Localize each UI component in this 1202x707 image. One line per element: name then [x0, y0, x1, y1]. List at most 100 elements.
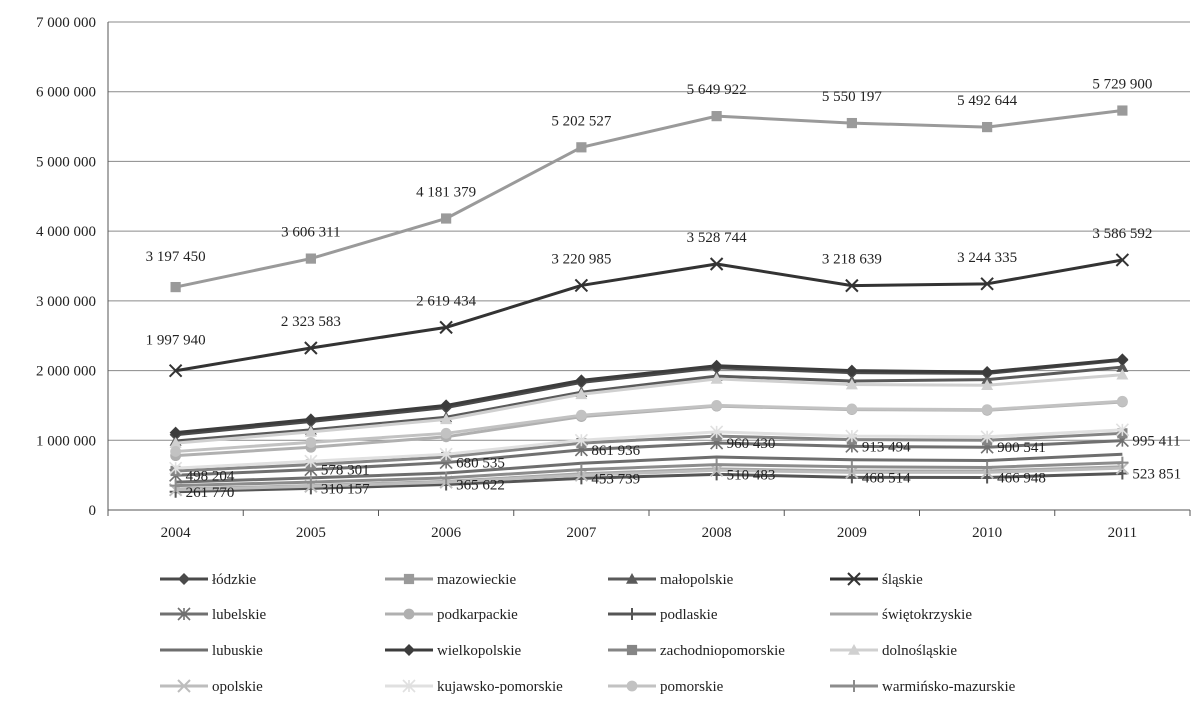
data-point [845, 364, 858, 377]
data-point [1116, 368, 1129, 380]
data-point [575, 374, 588, 387]
data-point [440, 471, 453, 484]
data-point [982, 121, 993, 133]
x-tick-label: 2009 [837, 525, 867, 541]
series-wielkopolskie [169, 353, 1129, 439]
data-point [1116, 361, 1129, 372]
legend-label: wielkopolskie [437, 643, 521, 659]
legend-label: mazowieckie [437, 572, 516, 588]
series-mazowieckie [170, 105, 1128, 293]
y-tick-label: 6 000 000 [36, 85, 96, 101]
legend-marker [847, 572, 861, 586]
data-point [845, 460, 858, 473]
data-point [711, 111, 722, 122]
y-tick-label: 1 000 000 [36, 433, 96, 449]
legend-item: kujawsko-pomorskie [385, 679, 563, 695]
series-dolnośląskie [169, 368, 1129, 448]
data-point [981, 379, 994, 391]
data-point [710, 359, 723, 372]
data-label: 510 483 [727, 467, 776, 483]
data-label: 310 157 [321, 481, 370, 497]
series-line [175, 399, 1123, 453]
series-śląskie [168, 253, 1130, 378]
legend-marker [626, 644, 638, 656]
legend-item: opolskie [160, 679, 263, 695]
legend-label: podkarpackie [437, 607, 518, 623]
data-label: 3 606 311 [281, 225, 340, 241]
series-line [175, 461, 1123, 488]
data-label: 3 244 335 [957, 250, 1017, 266]
data-label: 2 323 583 [281, 314, 341, 330]
series-lines [168, 105, 1130, 498]
data-label: 861 936 [591, 443, 640, 459]
legend-label: zachodniopomorskie [660, 643, 785, 659]
legend-marker [403, 644, 415, 656]
data-label: 523 851 [1132, 466, 1181, 482]
data-point [710, 425, 724, 439]
y-tick-label: 2 000 000 [36, 364, 96, 380]
legend-item: mazowieckie [385, 572, 516, 588]
legend-marker [626, 680, 638, 692]
legend-marker [403, 573, 415, 585]
legend-item: dolnośląskie [830, 643, 957, 659]
data-point [305, 436, 317, 448]
series-kujawsko-pomorskie [169, 423, 1129, 475]
data-point [575, 409, 587, 421]
data-label: 365 622 [456, 478, 505, 494]
data-label: 261 770 [186, 485, 235, 501]
data-label: 5 202 527 [551, 113, 612, 129]
data-point [574, 278, 589, 293]
y-tick-label: 5 000 000 [36, 154, 96, 170]
data-point [441, 213, 452, 224]
data-point [981, 404, 993, 416]
data-point [575, 388, 588, 400]
data-point [574, 433, 588, 447]
legend-marker [848, 644, 860, 655]
legend-item: wielkopolskie [385, 643, 521, 659]
legend-item: śląskie [830, 572, 923, 588]
data-point [169, 426, 182, 439]
data-point [1115, 253, 1130, 267]
legend-label: łódzkie [212, 572, 256, 588]
data-point [845, 278, 859, 293]
data-point [170, 281, 181, 293]
x-tick-label: 2006 [431, 525, 462, 541]
legend: łódzkie mazowieckie małopolskie śląskie lube… [160, 572, 1016, 695]
series-lubuskie [175, 452, 1123, 484]
legend-label: lubuskie [212, 643, 263, 659]
legend-item: świętokrzyskie [830, 607, 972, 623]
data-label: 680 535 [456, 456, 505, 472]
legend-marker [177, 607, 191, 621]
x-tick-label: 2007 [566, 525, 597, 541]
data-label: 498 204 [186, 468, 235, 484]
data-label: 913 494 [862, 439, 911, 455]
legend-label: opolskie [212, 679, 263, 695]
legend-item: warmińsko-mazurskie [830, 679, 1016, 695]
legend-marker [848, 680, 860, 692]
x-tick-label: 2010 [972, 525, 1002, 541]
legend-marker [177, 679, 191, 693]
data-point [981, 461, 994, 474]
data-point [439, 320, 453, 335]
y-tick-label: 0 [89, 503, 97, 519]
series-line [175, 452, 1123, 484]
data-point [846, 117, 857, 129]
data-labels: 3 197 450 3 606 311 4 181 379 5 202 527 5 64… [146, 77, 1182, 501]
data-label: 3 586 592 [1092, 226, 1152, 242]
series-line [175, 109, 1123, 289]
legend-label: dolnośląskie [882, 643, 957, 659]
data-point [440, 413, 453, 425]
x-tick-label: 2011 [1108, 525, 1137, 541]
data-label: 3 528 744 [687, 230, 748, 246]
data-point [440, 427, 452, 439]
data-label: 3 220 985 [551, 251, 611, 267]
data-point [1117, 105, 1128, 116]
gridlines [108, 21, 1190, 441]
data-label: 468 514 [862, 470, 911, 486]
data-point [305, 253, 316, 264]
data-label: 3 218 639 [822, 252, 882, 268]
series-line [175, 365, 1123, 443]
data-point [709, 257, 724, 271]
